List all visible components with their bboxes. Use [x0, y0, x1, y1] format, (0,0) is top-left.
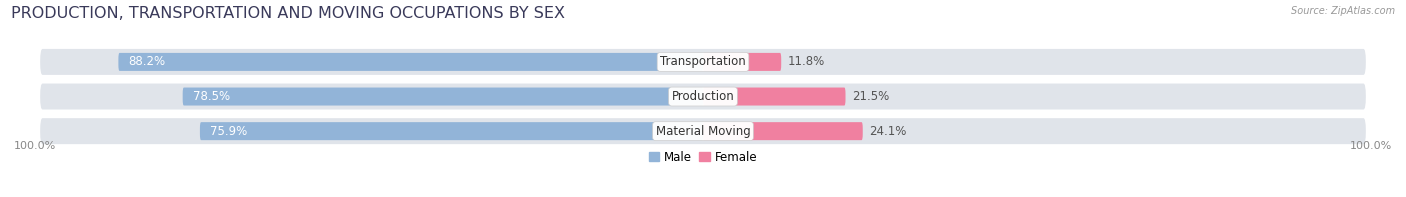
Text: 88.2%: 88.2% — [128, 55, 166, 68]
Text: 21.5%: 21.5% — [852, 90, 890, 103]
Text: 78.5%: 78.5% — [193, 90, 229, 103]
Text: Source: ZipAtlas.com: Source: ZipAtlas.com — [1291, 6, 1395, 16]
FancyBboxPatch shape — [41, 118, 1365, 144]
FancyBboxPatch shape — [703, 87, 845, 106]
FancyBboxPatch shape — [200, 122, 703, 140]
Text: 100.0%: 100.0% — [14, 141, 56, 151]
Text: Transportation: Transportation — [661, 55, 745, 68]
FancyBboxPatch shape — [703, 53, 782, 71]
Text: PRODUCTION, TRANSPORTATION AND MOVING OCCUPATIONS BY SEX: PRODUCTION, TRANSPORTATION AND MOVING OC… — [11, 6, 565, 21]
Text: 11.8%: 11.8% — [787, 55, 825, 68]
FancyBboxPatch shape — [118, 53, 703, 71]
Text: Material Moving: Material Moving — [655, 125, 751, 138]
FancyBboxPatch shape — [183, 87, 703, 106]
FancyBboxPatch shape — [41, 84, 1365, 110]
Text: Production: Production — [672, 90, 734, 103]
FancyBboxPatch shape — [41, 49, 1365, 75]
Legend: Male, Female: Male, Female — [644, 146, 762, 168]
Text: 100.0%: 100.0% — [1350, 141, 1392, 151]
FancyBboxPatch shape — [703, 122, 863, 140]
Text: 24.1%: 24.1% — [869, 125, 907, 138]
Text: 75.9%: 75.9% — [209, 125, 247, 138]
